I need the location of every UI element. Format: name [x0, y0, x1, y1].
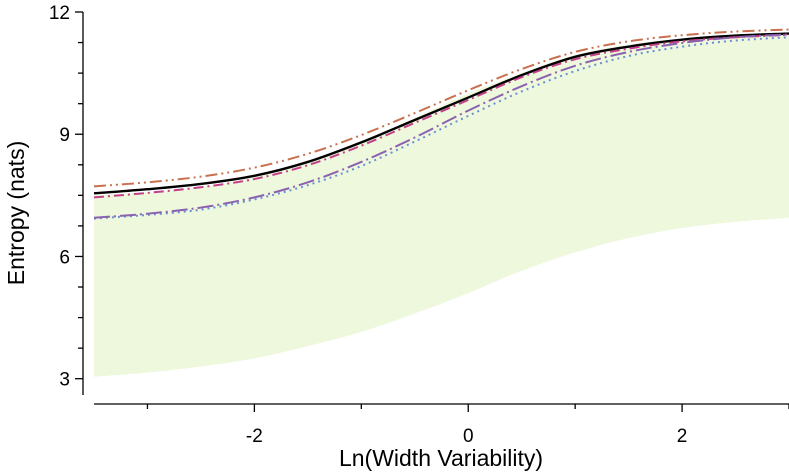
x-axis-title: Ln(Width Variability): [339, 445, 543, 471]
range-band: [94, 32, 789, 377]
series-line-dot: [93, 36, 789, 220]
series-line-long-dash-dot: [93, 33, 789, 219]
axes: 3 6 9 12 -2 0 2: [49, 3, 789, 447]
x-tick-label: 2: [677, 426, 688, 447]
x-tick-label: -2: [246, 426, 263, 447]
series-line-dash-dot: [93, 33, 789, 199]
series-lines: [93, 28, 789, 220]
y-tick-label: 9: [59, 125, 70, 146]
x-tick-label: 0: [463, 426, 474, 447]
y-tick-label: 6: [59, 247, 70, 268]
y-axis-title: Entropy (nats): [3, 141, 29, 285]
y-tick-label: 12: [49, 3, 70, 24]
y-tick-label: 3: [59, 370, 70, 391]
series-line-solid: [93, 32, 789, 195]
